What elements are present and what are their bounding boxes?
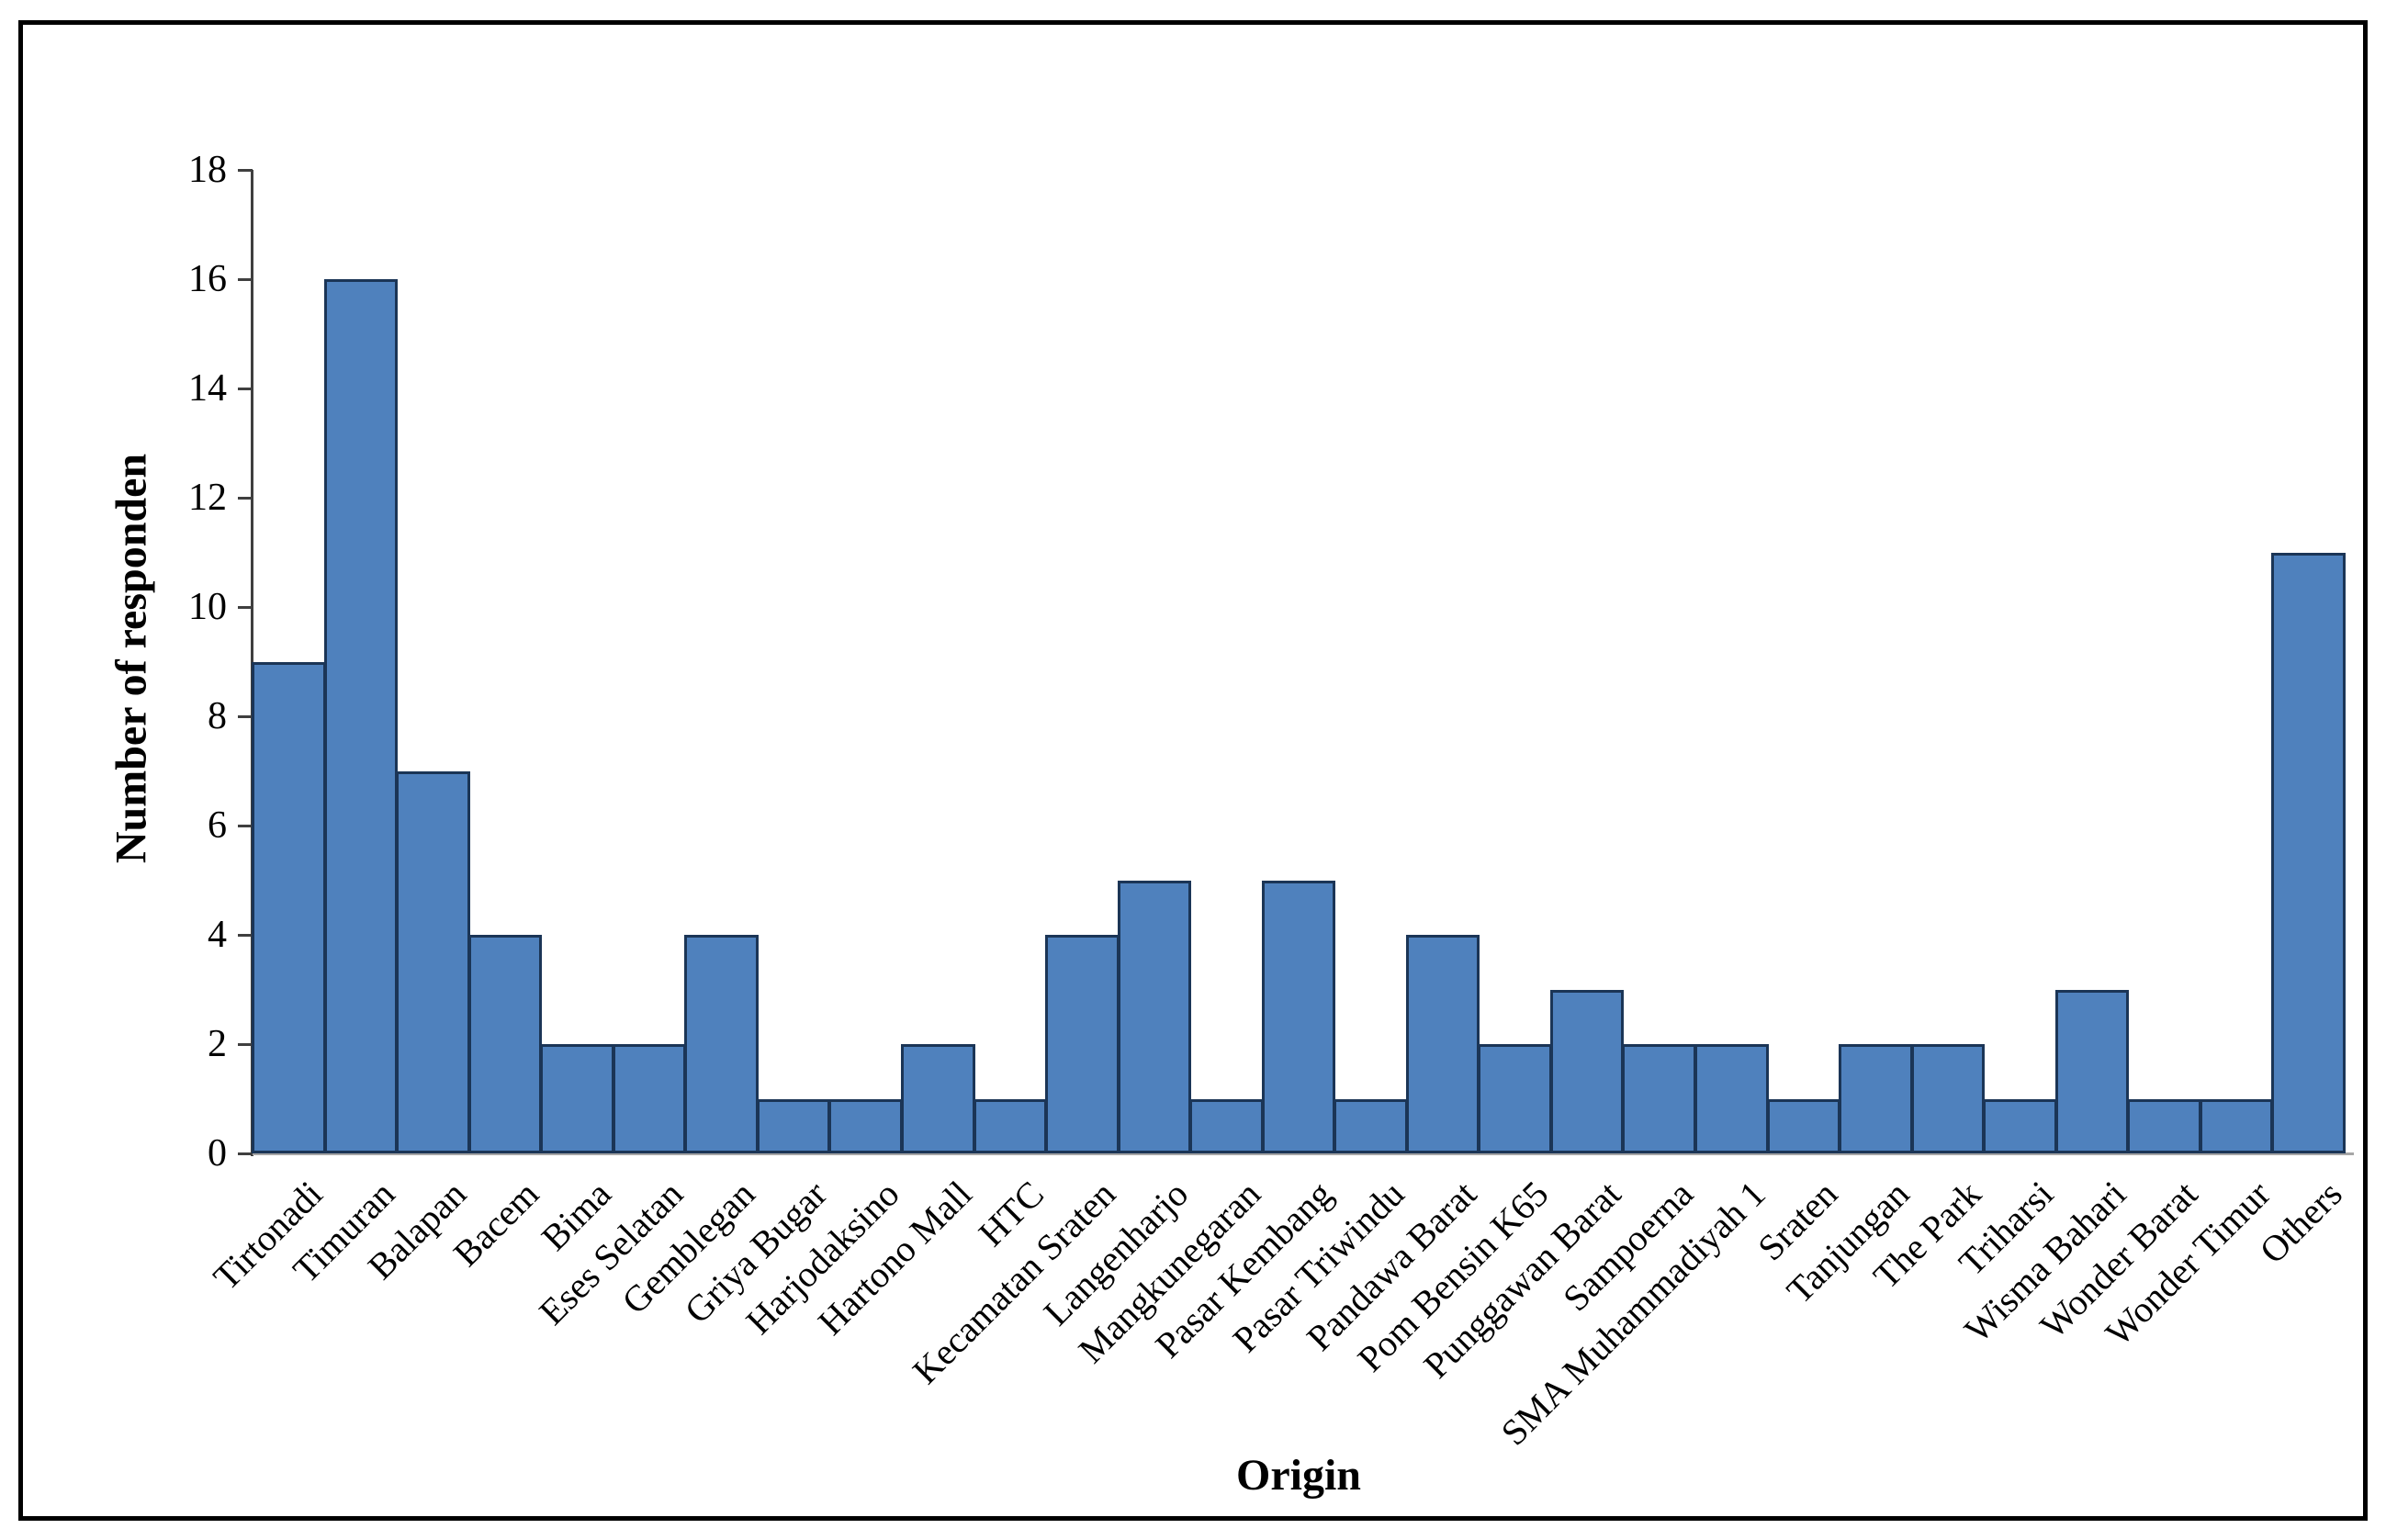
bar [467,935,543,1153]
figure-border: Number of responden Origin 0 2 4 6 8 10 12 14 16… [18,20,2368,1521]
bar [1983,1098,2057,1153]
bar [1261,880,1336,1153]
y-tick-label: 10 [188,586,227,628]
bar [973,1098,1048,1153]
bar [684,935,759,1153]
bar [2199,1098,2274,1153]
y-tick-label: 0 [208,1132,227,1175]
y-tick-mark [238,605,253,609]
x-tick-label: Others [2251,1173,2350,1272]
bar [1405,935,1480,1153]
y-tick-mark [238,824,253,827]
bar [1478,1044,1552,1153]
y-tick-mark [238,714,253,718]
bar [1910,1044,1986,1153]
x-axis-line [238,1152,2354,1155]
bar [2054,989,2130,1153]
bar [1839,1044,1913,1153]
bar [1694,1044,1769,1153]
bar [1334,1098,1408,1153]
x-axis-title: Origin [1235,1451,1361,1500]
y-tick-mark [238,496,253,500]
y-tick-label: 18 [188,149,227,191]
bar [756,1098,831,1153]
y-tick-label: 16 [188,258,227,300]
bar [612,1044,687,1153]
bar [1045,935,1120,1153]
y-tick-mark [238,168,253,172]
y-tick-label: 8 [208,695,227,737]
y-tick-label: 12 [188,477,227,519]
bar [540,1044,614,1153]
y-tick-label: 6 [208,804,227,847]
bar [828,1098,903,1153]
y-tick-mark [238,277,253,281]
plot-area: 0 2 4 6 8 10 12 14 16 18 Tirtonadi Timuran Balapan B… [188,149,2354,1454]
y-tick-mark [238,1042,253,1046]
bar [900,1044,975,1153]
bar [323,279,399,1153]
bar [1189,1098,1264,1153]
bar [396,770,470,1153]
y-tick-mark [238,933,253,937]
bar [2127,1098,2201,1153]
y-tick-mark [238,387,253,390]
bar [1549,989,1625,1153]
bar [252,661,326,1153]
bar [1622,1044,1697,1153]
bar [2271,552,2346,1153]
bar [1117,880,1192,1153]
y-tick-mark [238,1152,253,1155]
bar [1766,1098,1841,1153]
y-tick-label: 14 [188,367,227,410]
y-tick-label: 2 [208,1023,227,1065]
y-tick-label: 4 [208,914,227,956]
